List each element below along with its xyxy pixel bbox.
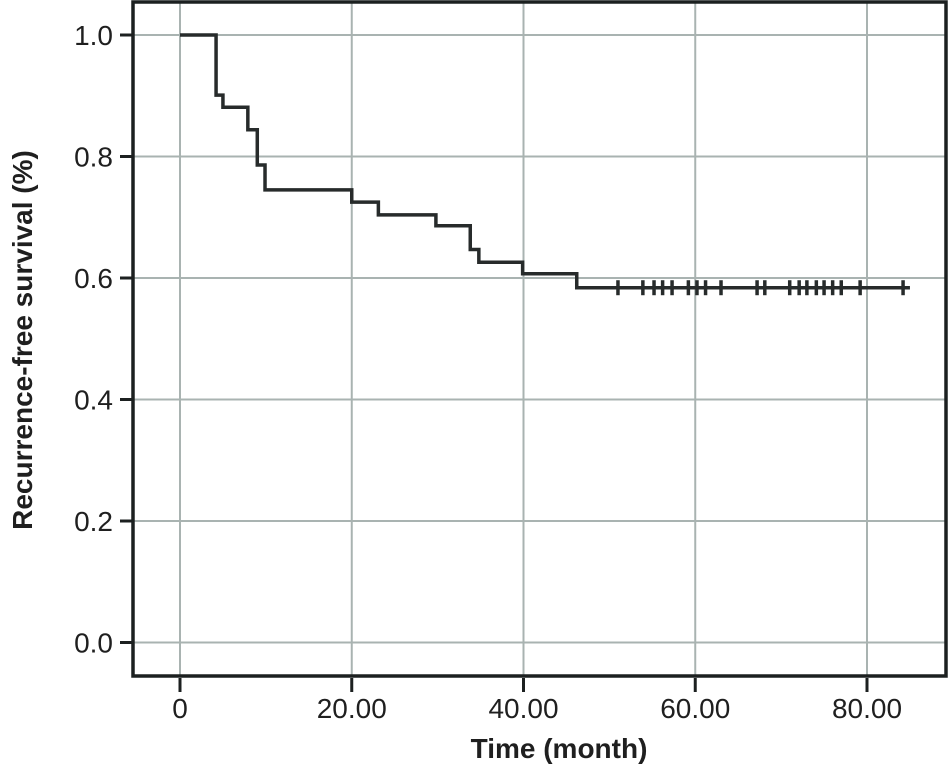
axis-tick-marks — [120, 33, 869, 692]
y-tick-label: 0.0 — [74, 628, 113, 659]
censor-ticks — [616, 280, 905, 296]
x-tick-label: 40.00 — [488, 693, 558, 724]
survival-curve — [180, 33, 910, 290]
y-tick-label: 0.8 — [74, 142, 113, 173]
y-tick-label: 0.2 — [74, 506, 113, 537]
x-tick-label: 60.00 — [660, 693, 730, 724]
y-tick-label: 1.0 — [74, 20, 113, 51]
x-axis-title: Time (month) — [470, 733, 648, 764]
y-tick-labels: 0.0 0.2 0.4 0.6 0.8 1.0 — [74, 20, 113, 659]
x-tick-label: 0 — [172, 693, 188, 724]
x-tick-label: 80.00 — [832, 693, 902, 724]
y-tick-label: 0.6 — [74, 263, 113, 294]
x-tick-label: 20.00 — [317, 693, 387, 724]
x-tick-labels: 0 20.00 40.00 60.00 80.00 — [172, 693, 902, 724]
y-axis-title: Recurrence-free survival (%) — [7, 150, 38, 530]
plot-frame — [131, 0, 948, 678]
y-tick-label: 0.4 — [74, 385, 113, 416]
gridlines — [133, 2, 946, 676]
